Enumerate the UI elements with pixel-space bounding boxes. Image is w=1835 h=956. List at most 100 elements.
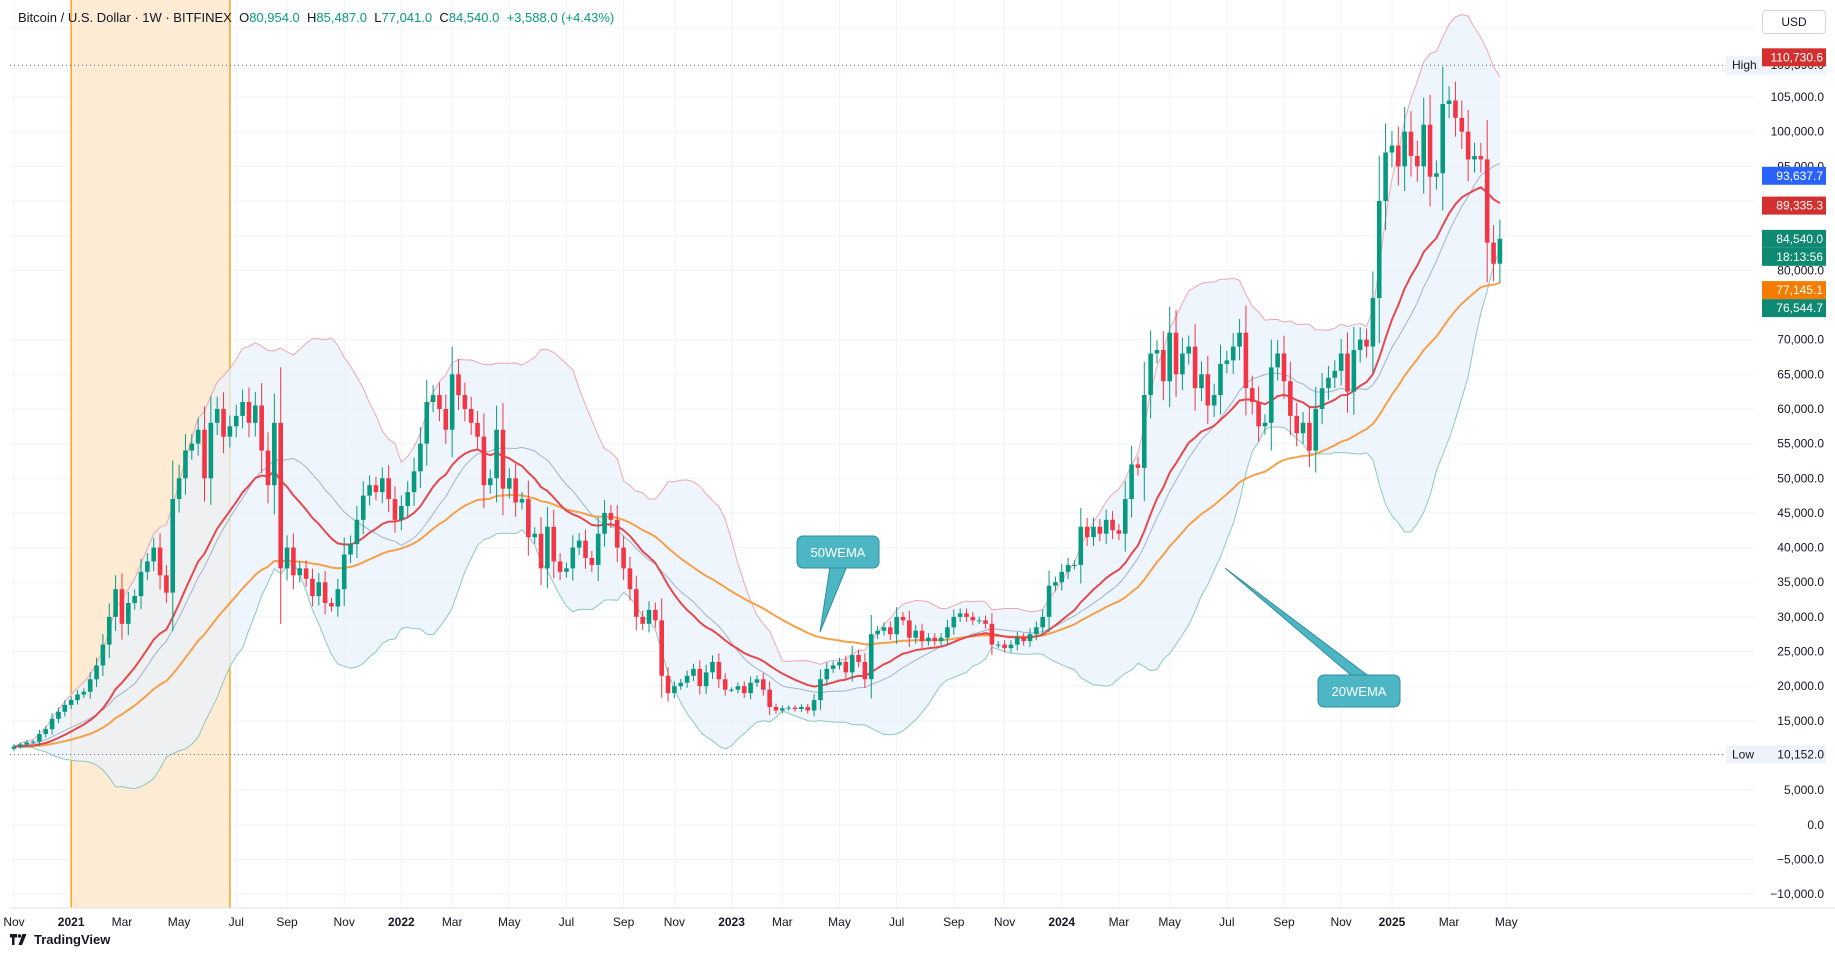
candle[interactable] (792, 705, 798, 712)
candle[interactable] (907, 610, 912, 648)
candle[interactable] (1294, 402, 1299, 447)
candle[interactable] (62, 700, 68, 717)
candle[interactable] (703, 664, 709, 694)
candle[interactable] (729, 687, 734, 693)
candle[interactable] (1027, 628, 1033, 648)
candle[interactable] (145, 553, 150, 581)
candle[interactable] (1211, 383, 1217, 417)
candle[interactable] (1427, 94, 1433, 207)
candle[interactable] (640, 610, 645, 630)
candle[interactable] (240, 389, 245, 429)
candle[interactable] (1281, 335, 1287, 399)
candle[interactable] (964, 608, 969, 622)
candle[interactable] (551, 509, 557, 579)
candle[interactable] (811, 694, 817, 717)
candle[interactable] (1135, 456, 1141, 476)
candle[interactable] (399, 495, 404, 531)
candle[interactable] (1142, 361, 1147, 502)
candle[interactable] (1446, 86, 1452, 119)
candle[interactable] (1364, 328, 1369, 358)
candle[interactable] (151, 537, 156, 572)
candle[interactable] (329, 597, 334, 612)
candle[interactable] (1078, 508, 1084, 584)
candle[interactable] (1008, 640, 1014, 653)
candle[interactable] (411, 457, 417, 506)
candle[interactable] (1091, 517, 1096, 547)
price-tag[interactable]: 76,544.7 (1762, 299, 1826, 318)
candle[interactable] (519, 491, 525, 510)
candle[interactable] (195, 417, 201, 456)
candle[interactable] (68, 696, 74, 709)
candle[interactable] (938, 633, 944, 646)
candle[interactable] (494, 405, 499, 503)
candle[interactable] (1408, 111, 1414, 177)
candle[interactable] (761, 673, 766, 696)
candle[interactable] (1103, 509, 1109, 545)
candle[interactable] (1034, 621, 1039, 641)
candle[interactable] (424, 379, 430, 466)
candles[interactable] (11, 66, 1503, 752)
candle[interactable] (164, 565, 169, 603)
candle[interactable] (1116, 523, 1122, 541)
candle[interactable] (849, 645, 855, 682)
time-axis[interactable]: Nov 2021 Mar May Jul Sep Nov 2022 Mar May Jul Sep No… (0, 907, 1835, 936)
candle[interactable] (1288, 361, 1293, 436)
candle[interactable] (303, 560, 309, 587)
candle[interactable] (418, 427, 423, 488)
candle[interactable] (310, 568, 315, 607)
candle[interactable] (945, 620, 950, 645)
candle[interactable] (392, 486, 398, 533)
candle[interactable] (106, 603, 112, 659)
candle[interactable] (1484, 119, 1490, 283)
candle[interactable] (259, 382, 264, 474)
candle[interactable] (1313, 386, 1319, 473)
candle[interactable] (405, 481, 410, 517)
candle[interactable] (56, 707, 61, 724)
candle[interactable] (157, 533, 163, 590)
candle[interactable] (341, 537, 347, 607)
candle[interactable] (1015, 631, 1020, 651)
candle[interactable] (970, 611, 976, 626)
candle[interactable] (233, 404, 239, 438)
candle[interactable] (634, 575, 639, 631)
candle[interactable] (1110, 510, 1115, 540)
candle[interactable] (627, 556, 633, 601)
candle[interactable] (900, 611, 906, 626)
candle[interactable] (202, 406, 207, 502)
candle[interactable] (24, 740, 29, 747)
candle[interactable] (1319, 373, 1325, 425)
candle[interactable] (189, 434, 195, 460)
candle[interactable] (995, 641, 1001, 648)
candle[interactable] (608, 505, 614, 528)
candle[interactable] (1453, 81, 1458, 137)
candle[interactable] (1053, 576, 1058, 592)
candle[interactable] (1180, 337, 1185, 391)
candle[interactable] (1249, 375, 1255, 415)
candle[interactable] (646, 601, 652, 633)
candle[interactable] (278, 367, 283, 624)
candle[interactable] (1173, 310, 1179, 397)
candle[interactable] (1065, 557, 1071, 579)
candle[interactable] (253, 391, 258, 437)
candle[interactable] (1161, 331, 1166, 401)
candle[interactable] (881, 622, 887, 636)
candle[interactable] (297, 561, 303, 583)
candle[interactable] (348, 535, 353, 564)
candle[interactable] (449, 346, 455, 458)
candle[interactable] (1129, 445, 1134, 518)
candle[interactable] (545, 506, 550, 589)
candle[interactable] (507, 468, 512, 499)
candle[interactable] (1237, 318, 1242, 361)
candle[interactable] (868, 615, 874, 699)
candle[interactable] (1351, 326, 1357, 415)
candle[interactable] (659, 598, 664, 698)
candle[interactable] (132, 589, 137, 610)
candle[interactable] (1478, 142, 1484, 173)
price-axis[interactable]: 115,000.0105,000.0100,000.095,000.090,00… (1726, 0, 1835, 908)
candle[interactable] (748, 676, 753, 700)
candle[interactable] (18, 742, 23, 749)
candle[interactable] (11, 744, 17, 752)
candle[interactable] (456, 359, 461, 411)
candle[interactable] (113, 575, 118, 631)
candle[interactable] (1262, 414, 1268, 435)
